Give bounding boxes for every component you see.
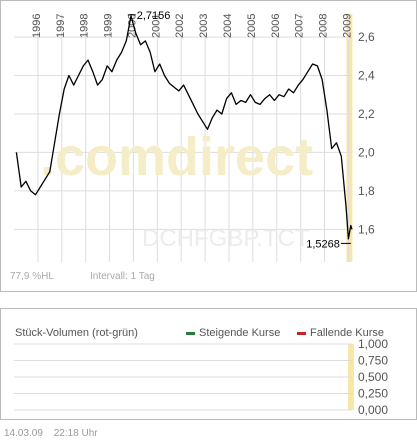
legend-label: Steigende Kurse: [199, 327, 280, 339]
interval-label: Intervall: 1 Tag: [90, 271, 155, 282]
footer-time: 22:18 Uhr: [53, 428, 98, 439]
x-tick-label: 1997: [55, 14, 67, 38]
volume-chart-frame: [0, 308, 417, 420]
min-value-label: 1,5268: [306, 238, 340, 250]
y-tick-label: 0,000: [358, 403, 388, 417]
max-value-label: 2,7156: [137, 10, 171, 22]
legend-swatch: [297, 332, 306, 335]
price-chart: .comdirect DCHFGBP.TCT 1996 1997 1998 1999 2…: [0, 0, 417, 292]
y-tick-label: 1,000: [358, 337, 388, 351]
volume-chart-svg: Stück-Volumen (rot-grün) Steigende Kurse…: [0, 308, 417, 420]
volume-title: Stück-Volumen (rot-grün): [15, 327, 138, 339]
x-tick-label: 2005: [246, 14, 258, 38]
y-tick-label: 1,8: [358, 184, 375, 198]
y-tick-label: 2,2: [358, 107, 375, 121]
y-tick-label: 0,250: [358, 387, 388, 401]
brand-watermark: .comdirect: [40, 127, 313, 187]
x-tick-label: 1996: [31, 14, 43, 38]
symbol-watermark: DCHFGBP.TCT: [142, 225, 310, 252]
x-tick-label: 2007: [294, 14, 306, 38]
y-tick-label: 0,750: [358, 354, 388, 368]
volume-percent-label: 77,9 %HL: [10, 271, 54, 282]
y-tick-label: 2,0: [358, 145, 375, 159]
y-tick-label: 1,6: [358, 222, 375, 236]
footer: 14.03.09 22:18 Uhr: [4, 428, 106, 439]
footer-date: 14.03.09: [4, 428, 43, 439]
price-chart-svg: .comdirect DCHFGBP.TCT 1996 1997 1998 1999 2…: [0, 0, 417, 292]
y-tick-label: 0,500: [358, 370, 388, 384]
x-tick-label: 1998: [79, 14, 91, 38]
y-tick-label: 2,4: [358, 69, 375, 83]
volume-chart: Stück-Volumen (rot-grün) Steigende Kurse…: [0, 308, 417, 420]
price-series-line: [15, 15, 353, 240]
current-year-highlight: [346, 14, 353, 262]
x-tick-label: 1999: [103, 14, 115, 38]
x-tick-label: 2006: [270, 14, 282, 38]
legend-swatch: [186, 332, 195, 335]
y-tick-label: 2,6: [358, 30, 375, 44]
legend-label: Fallende Kurse: [310, 327, 384, 339]
x-tick-label: 2008: [318, 14, 330, 38]
x-tick-label: 2002: [174, 14, 186, 38]
x-tick-label: 2003: [198, 14, 210, 38]
x-tick-label: 2004: [222, 14, 234, 38]
x-tick-label: 2009: [341, 14, 353, 38]
x-tick-label: 2001: [150, 14, 162, 38]
